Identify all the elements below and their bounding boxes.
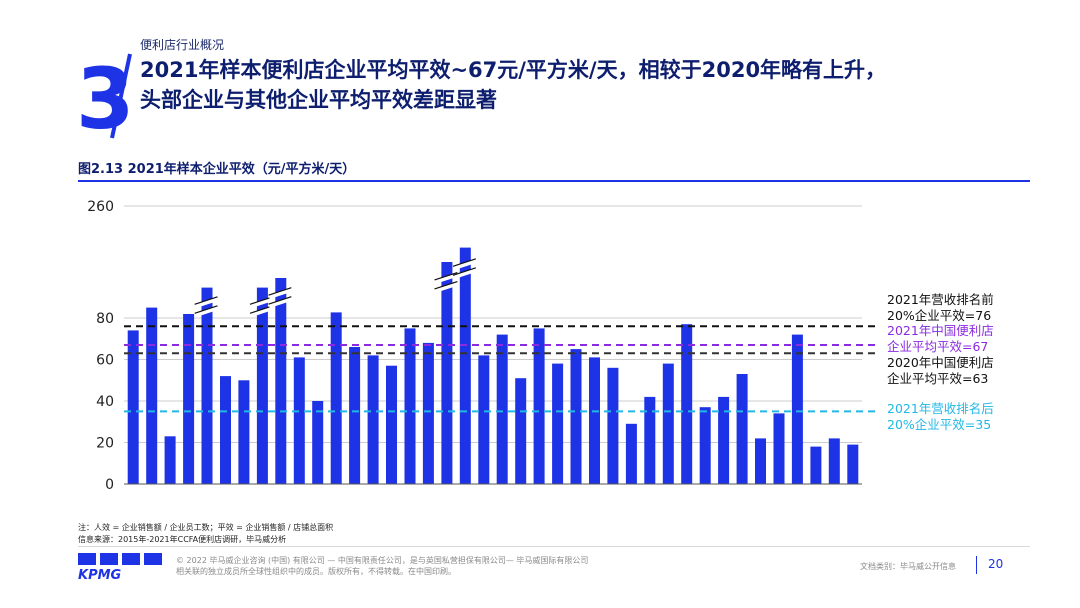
annotation-top20-line1: 2021年营收排名前 (887, 292, 994, 307)
bar (164, 436, 176, 484)
y-tick-label: 80 (96, 311, 114, 327)
bar (275, 278, 287, 484)
annotation-avg2021: 2021年中国便利店 企业平均平效=67 (887, 323, 994, 355)
section-number: 3 (76, 50, 134, 142)
bar (607, 367, 619, 484)
bar (127, 330, 139, 484)
figure-title: 图2.13 2021年样本企业平效（元/平方米/天） (78, 162, 356, 177)
y-tick-label: 60 (96, 353, 114, 369)
figure-title-rule (78, 180, 1030, 182)
page-title-line1: 2021年样本便利店企业平均平效~67元/平方米/天，相较于2020年略有上升， (140, 58, 887, 82)
annotation-bottom20-line2: 20%企业平效=35 (887, 417, 992, 432)
bar (773, 413, 785, 484)
bar (293, 357, 305, 484)
bar (238, 380, 250, 485)
axis-break-mark (268, 287, 293, 308)
bar (589, 357, 600, 484)
bar (441, 262, 453, 484)
bar (404, 328, 416, 484)
gridlines (124, 205, 862, 443)
annotation-top20: 2021年营收排名前 20%企业平效=76 (887, 292, 994, 324)
bar-chart: 0 20 40 60 80 260 (87, 199, 880, 493)
page-title-line2: 头部企业与其他企业平均平效差距显著 (140, 88, 497, 112)
bars (127, 247, 859, 485)
bar (681, 324, 693, 484)
bar (828, 438, 840, 484)
bar (201, 287, 213, 484)
page-number-divider (976, 556, 977, 574)
note-source: 信息来源：2015年-2021年CCFA便利店调研，毕马威分析 (78, 535, 287, 544)
bar (330, 312, 342, 484)
bar (478, 355, 490, 484)
y-axis-ticks: 0 20 40 60 80 260 (87, 199, 114, 493)
note-definition: 注：人效 = 企业销售额 / 企业员工数；平效 = 企业销售额 / 店铺总面积 (78, 523, 334, 532)
bar (256, 287, 268, 484)
annotation-top20-line2: 20%企业平效=76 (887, 308, 992, 323)
section-kicker: 便利店行业概况 (140, 38, 225, 52)
axis-break-mark (249, 296, 275, 318)
bar (496, 334, 508, 484)
section-slash (110, 53, 132, 139)
bar (515, 378, 527, 484)
bar (625, 423, 637, 484)
legal-line1: © 2022 毕马威企业咨询 (中国) 有限公司 — 中国有限责任公司，是与英国… (176, 556, 589, 565)
bar (312, 401, 324, 484)
bar (644, 396, 656, 484)
axis-break-mark (194, 296, 219, 318)
bar (755, 438, 766, 484)
bar (718, 396, 730, 484)
bar (570, 349, 582, 484)
y-tick-label: 260 (87, 199, 114, 215)
y-tick-label: 0 (105, 477, 114, 493)
bar (662, 363, 674, 484)
annotation-avg2020-line2: 企业平均平效=63 (887, 371, 989, 386)
bar (146, 307, 158, 484)
chart-notes: 注：人效 = 企业销售额 / 企业员工数；平效 = 企业销售额 / 店铺总面积 … (78, 522, 333, 546)
y-tick-label: 40 (96, 394, 114, 410)
annotation-avg2020-line1: 2020年中国便利店 (887, 355, 994, 370)
section-number-graphic: 3 (76, 50, 134, 142)
bar (220, 376, 231, 484)
page-number: 20 (988, 557, 1004, 571)
document-type: 文档类别：毕马威公开信息 (860, 562, 956, 571)
bar (422, 342, 434, 484)
reference-lines (124, 325, 880, 413)
bar (367, 355, 379, 484)
annotation-avg2021-line1: 2021年中国便利店 (887, 323, 994, 338)
bar (791, 334, 803, 484)
bar (459, 247, 471, 484)
bar (533, 328, 545, 484)
bar (183, 314, 195, 484)
page-title: 2021年样本便利店企业平均平效~67元/平方米/天，相较于2020年略有上升，… (140, 55, 1040, 115)
axis-break-mark (434, 271, 459, 293)
annotation-avg2021-line2: 企业平均平效=67 (887, 339, 989, 354)
annotation-bottom20: 2021年营收排名后 20%企业平效=35 (887, 401, 994, 433)
axis-break-mark (452, 258, 478, 280)
logo-text: KPMG (78, 568, 122, 581)
legal-line2: 相关联的独立成员所全球性组织中的成员。版权所有，不得转载。在中国印刷。 (176, 567, 456, 576)
kpmg-logo: KPMG (78, 553, 162, 581)
legal-text: © 2022 毕马威企业咨询 (中国) 有限公司 — 中国有限责任公司，是与英国… (176, 555, 588, 577)
bar (386, 365, 397, 484)
y-tick-label: 20 (96, 436, 114, 452)
annotation-bottom20-line1: 2021年营收排名后 (887, 401, 994, 416)
bar (810, 446, 822, 484)
annotation-avg2020: 2020年中国便利店 企业平均平效=63 (887, 355, 994, 387)
bar (552, 363, 564, 484)
bar (736, 374, 748, 484)
footer-rule (78, 546, 1030, 547)
bar (847, 444, 859, 484)
bar (699, 407, 711, 484)
bar (349, 347, 361, 484)
